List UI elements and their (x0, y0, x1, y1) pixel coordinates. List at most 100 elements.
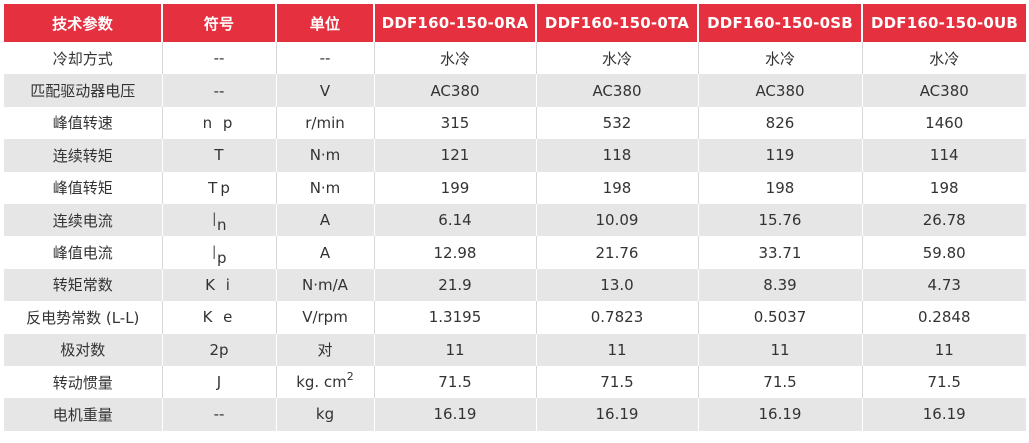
value-cell: 21.76 (536, 236, 699, 269)
unit-cell: N·m/A (276, 268, 375, 302)
symbol-cell: T (162, 139, 277, 172)
header-model: DDF160-150-0SB (698, 4, 863, 42)
table-row: 反电势常数 (L-L) K e V/rpm 1.3195 0.7823 0.50… (4, 301, 1026, 334)
table-row: 转动惯量 J kg. cm2 71.5 71.5 71.5 71.5 (4, 365, 1026, 399)
table-row: 峰值转矩 Tp N·m 199 198 198 198 (4, 171, 1026, 204)
param-cell: 连续电流 (4, 203, 163, 237)
value-cell: 198 (862, 171, 1026, 204)
value-cell: 16.19 (536, 398, 699, 431)
symbol-cell: K i (162, 268, 277, 302)
table-row: 冷却方式 -- -- 水冷 水冷 水冷 水冷 (4, 42, 1026, 75)
value-cell: 16.19 (862, 398, 1026, 431)
value-cell: 118 (536, 139, 699, 172)
value-cell: 71.5 (862, 365, 1026, 399)
symbol-cell: Ip (162, 236, 277, 269)
symbol-main: I (211, 209, 218, 232)
header-model: DDF160-150-0TA (536, 4, 699, 42)
value-cell: 21.9 (374, 268, 537, 302)
param-cell: 极对数 (4, 333, 163, 366)
unit-cell: r/min (276, 106, 375, 140)
unit-cell: kg. cm2 (276, 365, 375, 399)
value-cell: 59.80 (862, 236, 1026, 269)
symbol-main: T (208, 178, 221, 197)
symbol-cell: 2p (162, 333, 277, 366)
symbol-sub: p (217, 248, 227, 267)
unit-main: kg. cm (296, 373, 347, 392)
value-cell: 水冷 (862, 42, 1026, 75)
value-cell: 0.5037 (698, 301, 863, 334)
value-cell: 0.7823 (536, 301, 699, 334)
table-row: 转矩常数 K i N·m/A 21.9 13.0 8.39 4.73 (4, 268, 1026, 302)
value-cell: 826 (698, 106, 863, 140)
value-cell: 71.5 (536, 365, 699, 399)
value-cell: 水冷 (536, 42, 699, 75)
symbol-cell: Tp (162, 171, 277, 204)
table-row: 峰值转速 n p r/min 315 532 826 1460 (4, 106, 1026, 140)
symbol-cell: n p (162, 106, 277, 140)
symbol-main: I (211, 241, 218, 264)
table-row: 连续转矩 T N·m 121 118 119 114 (4, 139, 1026, 172)
value-cell: 119 (698, 139, 863, 172)
table-row: 电机重量 -- kg 16.19 16.19 16.19 16.19 (4, 398, 1026, 431)
value-cell: 12.98 (374, 236, 537, 269)
value-cell: 1.3195 (374, 301, 537, 334)
unit-cell: N·m (276, 139, 375, 172)
symbol-cell: -- (162, 74, 277, 107)
value-cell: 198 (536, 171, 699, 204)
param-cell: 冷却方式 (4, 42, 163, 75)
symbol-sub: p (220, 178, 230, 197)
value-cell: 71.5 (698, 365, 863, 399)
value-cell: 71.5 (374, 365, 537, 399)
unit-cell: A (276, 236, 375, 269)
header-model: DDF160-150-0UB (862, 4, 1026, 42)
value-cell: 11 (698, 333, 863, 366)
value-cell: 8.39 (698, 268, 863, 302)
unit-superscript: 2 (346, 370, 354, 384)
value-cell: AC380 (374, 74, 537, 107)
spec-table: 技术参数 符号 单位 DDF160-150-0RA DDF160-150-0TA… (4, 4, 1026, 431)
symbol-cell: J (162, 365, 277, 399)
symbol-cell: -- (162, 398, 277, 431)
value-cell: 11 (374, 333, 537, 366)
value-cell: 199 (374, 171, 537, 204)
value-cell: AC380 (862, 74, 1026, 107)
unit-cell: V (276, 74, 375, 107)
unit-cell: -- (276, 42, 375, 75)
value-cell: 16.19 (698, 398, 863, 431)
symbol-cell: K e (162, 301, 277, 334)
value-cell: 11 (536, 333, 699, 366)
unit-cell: N·m (276, 171, 375, 204)
value-cell: 114 (862, 139, 1026, 172)
value-cell: 315 (374, 106, 537, 140)
param-cell: 转矩常数 (4, 268, 163, 302)
unit-cell: kg (276, 398, 375, 431)
value-cell: AC380 (536, 74, 699, 107)
param-cell: 峰值转速 (4, 106, 163, 140)
value-cell: 1460 (862, 106, 1026, 140)
param-cell: 峰值电流 (4, 236, 163, 269)
symbol-cell: -- (162, 42, 277, 75)
unit-cell: 对 (276, 333, 375, 366)
value-cell: 4.73 (862, 268, 1026, 302)
value-cell: 13.0 (536, 268, 699, 302)
header-unit: 单位 (276, 4, 375, 42)
table-header-row: 技术参数 符号 单位 DDF160-150-0RA DDF160-150-0TA… (4, 4, 1026, 42)
value-cell: 16.19 (374, 398, 537, 431)
value-cell: 水冷 (698, 42, 863, 75)
table-row: 极对数 2p 对 11 11 11 11 (4, 333, 1026, 366)
table-row: 匹配驱动器电压 -- V AC380 AC380 AC380 AC380 (4, 74, 1026, 107)
unit-cell: A (276, 203, 375, 237)
value-cell: 10.09 (536, 203, 699, 237)
value-cell: 198 (698, 171, 863, 204)
param-cell: 匹配驱动器电压 (4, 74, 163, 107)
param-cell: 转动惯量 (4, 365, 163, 399)
param-cell: 连续转矩 (4, 139, 163, 172)
header-model: DDF160-150-0RA (374, 4, 537, 42)
value-cell: 11 (862, 333, 1026, 366)
header-param: 技术参数 (4, 4, 163, 42)
symbol-sub: n (217, 216, 227, 235)
table-row: 峰值电流 Ip A 12.98 21.76 33.71 59.80 (4, 236, 1026, 269)
param-cell: 反电势常数 (L-L) (4, 301, 163, 334)
value-cell: 15.76 (698, 203, 863, 237)
value-cell: 121 (374, 139, 537, 172)
